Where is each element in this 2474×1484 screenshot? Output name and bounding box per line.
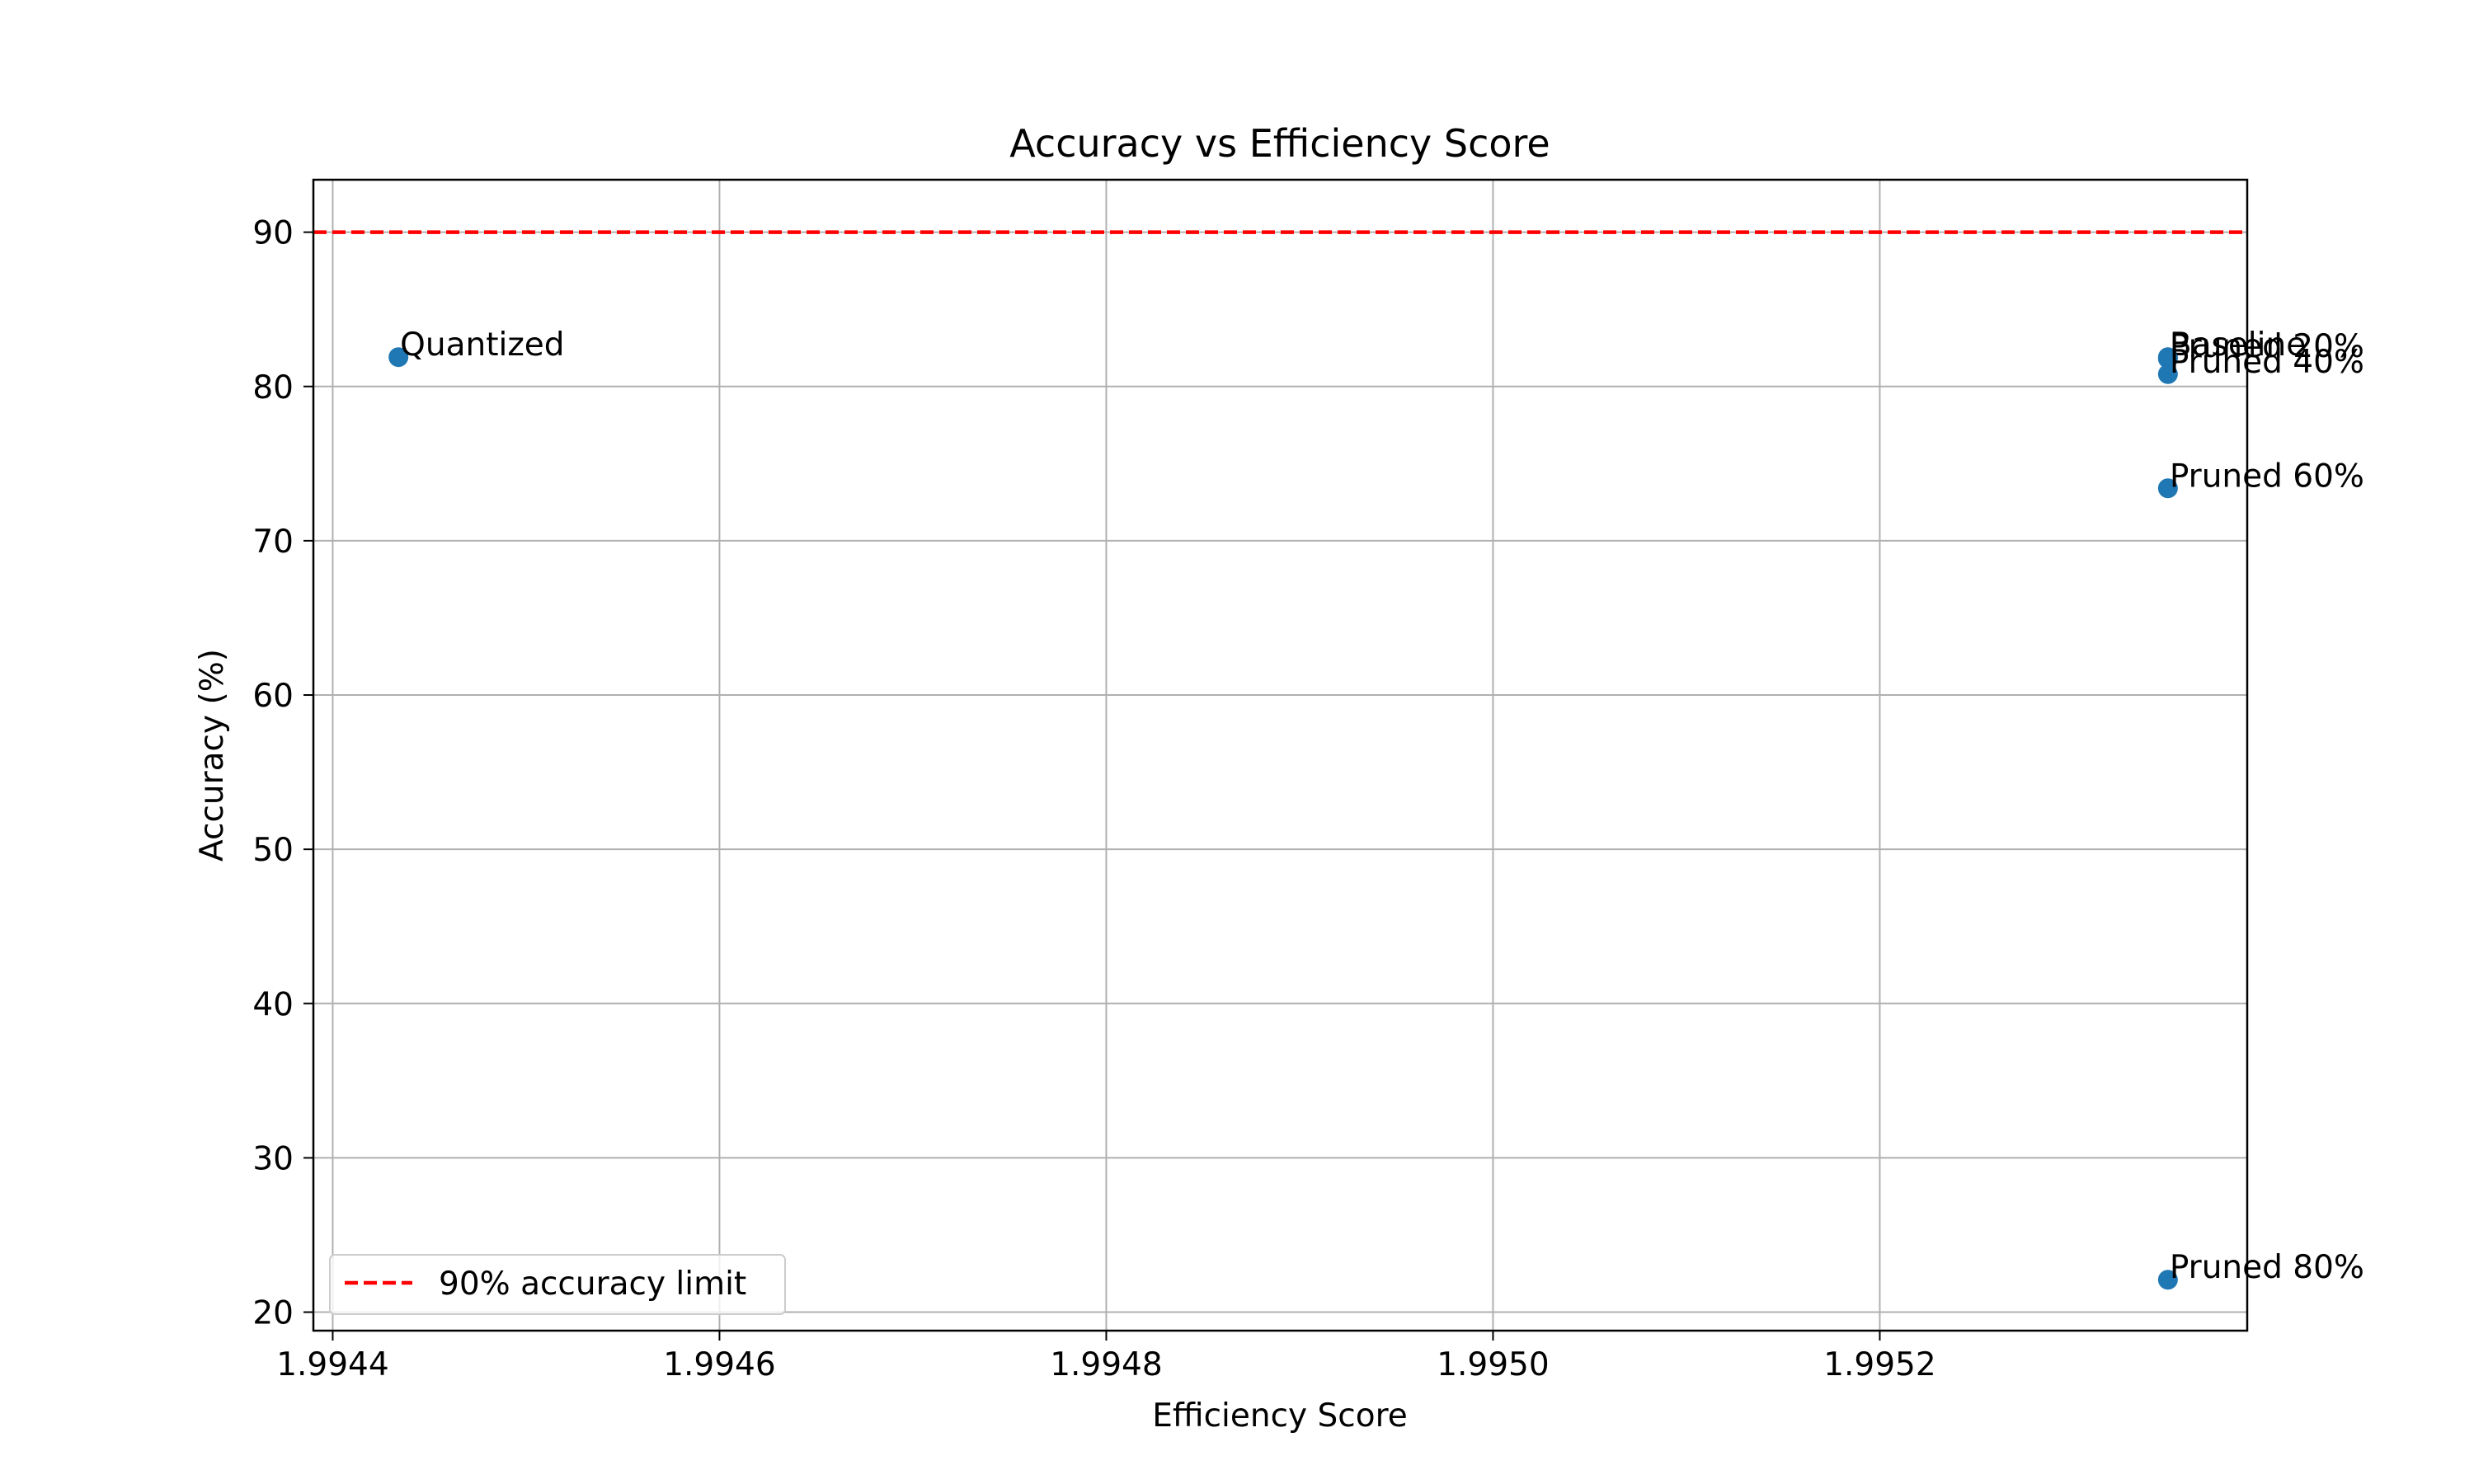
data-point bbox=[2157, 349, 2178, 369]
plot-frame bbox=[312, 178, 2249, 1332]
point-label: Baseline bbox=[2170, 326, 2306, 364]
legend-box bbox=[329, 1254, 786, 1315]
y-tick-label: 30 bbox=[252, 1140, 294, 1177]
y-tick-label: 50 bbox=[252, 832, 294, 869]
x-axis-label: Efficiency Score bbox=[1152, 1397, 1408, 1435]
y-tick-label: 90 bbox=[252, 215, 294, 252]
point-label: Pruned 80% bbox=[2170, 1249, 2364, 1286]
y-tick-label: 20 bbox=[252, 1295, 294, 1332]
data-point bbox=[2157, 364, 2178, 384]
x-tick-label: 1.9952 bbox=[1823, 1346, 1935, 1383]
y-tick-label: 60 bbox=[252, 678, 294, 715]
x-tick-label: 1.9950 bbox=[1437, 1346, 1549, 1383]
legend-entry: 90% accuracy limit bbox=[439, 1266, 746, 1303]
data-point bbox=[388, 347, 409, 368]
point-label: Pruned 20% bbox=[2170, 328, 2364, 365]
point-label: Pruned 40% bbox=[2170, 344, 2364, 381]
x-tick-label: 1.9944 bbox=[276, 1346, 388, 1383]
x-tick-label: 1.9946 bbox=[663, 1346, 775, 1383]
y-tick-label: 70 bbox=[252, 524, 294, 561]
x-tick-label: 1.9948 bbox=[1050, 1346, 1162, 1383]
point-label: Quantized bbox=[400, 326, 564, 364]
data-point bbox=[2157, 1270, 2178, 1290]
y-tick-label: 80 bbox=[252, 369, 294, 406]
grid bbox=[313, 180, 2247, 1331]
legend: 90% accuracy limit bbox=[329, 1254, 786, 1315]
y-axis-label: Accuracy (%) bbox=[194, 649, 231, 862]
data-point bbox=[2157, 478, 2178, 499]
point-label: Pruned 60% bbox=[2170, 458, 2364, 495]
y-tick-label: 40 bbox=[252, 986, 294, 1023]
chart-title: Accuracy vs Efficiency Score bbox=[1009, 121, 1550, 166]
x-axis-ticks: 1.9944 1.9946 1.9948 1.9950 1.9952 bbox=[276, 1331, 1936, 1383]
y-axis-ticks: 20 30 40 50 60 70 80 90 bbox=[252, 215, 313, 1332]
